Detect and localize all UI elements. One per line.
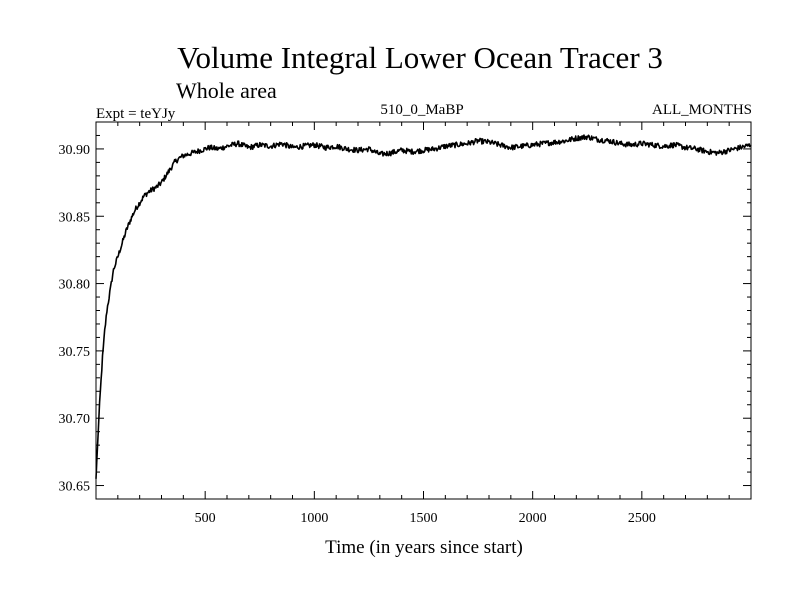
y-tick-label: 30.65 [59, 480, 91, 495]
y-tick-label: 30.75 [59, 345, 91, 360]
chart-title: Volume Integral Lower Ocean Tracer 3 [177, 40, 663, 75]
experiment-label: Expt = teYJy [96, 106, 176, 122]
x-axis-label: Time (in years since start) [325, 537, 523, 558]
x-tick-label: 1000 [300, 511, 328, 526]
x-ticks: 500 1000 1500 2000 2500 [117, 122, 730, 526]
y-tick-label: 30.80 [59, 278, 91, 293]
months-label: ALL_MONTHS [652, 102, 752, 118]
x-tick-label: 2500 [628, 511, 656, 526]
x-tick-label: 500 [195, 511, 216, 526]
x-tick-label: 2000 [519, 511, 547, 526]
period-label: 510_0_MaBP [380, 102, 463, 118]
y-tick-label: 30.90 [59, 143, 91, 158]
plot-frame [95, 121, 752, 500]
x-tick-label: 1500 [410, 511, 438, 526]
y-tick-label: 30.70 [59, 412, 91, 427]
y-tick-label: 30.85 [59, 210, 91, 225]
series-line [95, 134, 752, 479]
chart-subtitle: Whole area [176, 78, 277, 103]
y-ticks: 30.65 30.70 30.75 30.80 30.85 30.90 [59, 121, 751, 500]
